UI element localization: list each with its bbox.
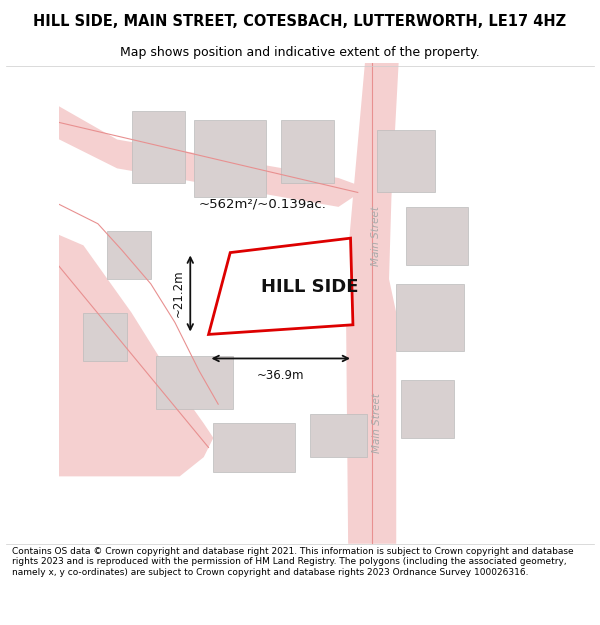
Text: Main Street: Main Street <box>372 394 382 454</box>
Polygon shape <box>155 356 233 409</box>
Polygon shape <box>396 284 464 351</box>
Text: Main Street: Main Street <box>371 206 380 266</box>
Text: HILL SIDE: HILL SIDE <box>261 279 358 296</box>
Polygon shape <box>406 207 469 264</box>
Polygon shape <box>310 414 367 457</box>
Polygon shape <box>209 238 353 334</box>
Text: HILL SIDE, MAIN STREET, COTESBACH, LUTTERWORTH, LE17 4HZ: HILL SIDE, MAIN STREET, COTESBACH, LUTTE… <box>34 14 566 29</box>
Polygon shape <box>214 424 295 471</box>
Polygon shape <box>83 312 127 361</box>
Polygon shape <box>377 130 435 192</box>
Polygon shape <box>50 231 214 476</box>
Text: ~562m²/~0.139ac.: ~562m²/~0.139ac. <box>199 198 327 211</box>
Polygon shape <box>281 120 334 182</box>
Polygon shape <box>346 62 398 544</box>
Text: ~21.2m: ~21.2m <box>172 270 185 318</box>
Polygon shape <box>401 380 454 438</box>
Polygon shape <box>194 120 266 198</box>
Text: ~36.9m: ~36.9m <box>257 369 304 382</box>
Polygon shape <box>107 231 151 279</box>
Polygon shape <box>131 111 185 182</box>
Text: Map shows position and indicative extent of the property.: Map shows position and indicative extent… <box>120 46 480 59</box>
Polygon shape <box>50 101 365 207</box>
Text: Contains OS data © Crown copyright and database right 2021. This information is : Contains OS data © Crown copyright and d… <box>12 547 574 577</box>
